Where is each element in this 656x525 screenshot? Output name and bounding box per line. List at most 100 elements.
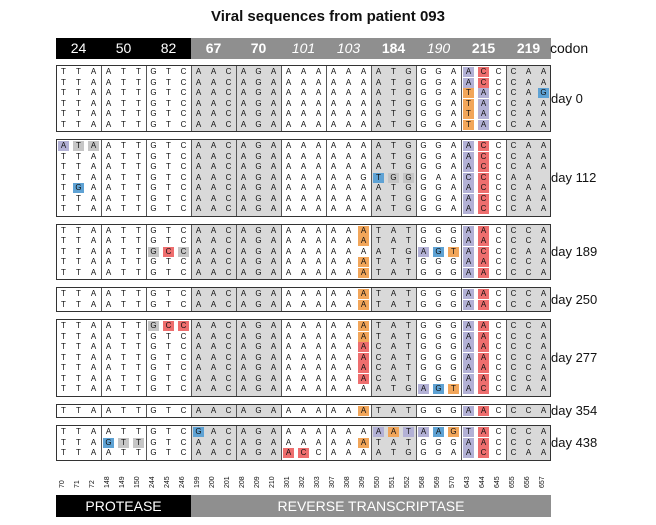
nucleotide-cell: G (405, 77, 412, 87)
position-label: 149 (119, 476, 126, 488)
nucleotide-cell: T (166, 141, 171, 150)
nucleotide-cell: T (121, 67, 126, 76)
nucleotide-cell: A (300, 267, 307, 277)
nucleotide-cell: C (180, 151, 187, 161)
nucleotide-cell: A (525, 172, 532, 182)
nucleotide-cell: A (315, 172, 322, 182)
nucleotide-cell: A (463, 405, 474, 416)
nucleotide-cell: A (540, 267, 547, 277)
nucleotide-cell: T (136, 384, 141, 393)
nucleotide-cell: A (105, 321, 112, 330)
nucleotide-cell: T (121, 77, 126, 87)
nucleotide-cell: T (76, 342, 81, 351)
nucleotide-cell: G (255, 257, 262, 266)
nucleotide-cell: A (360, 448, 367, 457)
nucleotide-cell: A (525, 151, 532, 161)
nucleotide-cell: A (345, 373, 352, 383)
nucleotide-cell: G (405, 88, 412, 97)
nucleotide-cell: A (300, 141, 307, 150)
nucleotide-cell: G (450, 352, 457, 362)
nucleotide-cell: A (105, 162, 112, 171)
nucleotide-cell: T (166, 299, 171, 309)
position-label: 552 (404, 476, 411, 488)
nucleotide-cell: T (373, 172, 384, 183)
nucleotide-cell: C (495, 204, 502, 213)
nucleotide-cell: A (90, 77, 97, 87)
nucleotide-cell: C (225, 88, 232, 97)
nucleotide-cell: G (150, 448, 157, 457)
nucleotide-cell: C (225, 267, 232, 277)
nucleotide-cell: A (525, 183, 532, 192)
nucleotide-cell: A (270, 405, 277, 415)
nucleotide-cell: G (435, 342, 442, 351)
nucleotide-cell: C (375, 342, 382, 351)
nucleotide-cell: A (478, 109, 489, 119)
nucleotide-cell: A (300, 289, 307, 298)
nucleotide-cell: C (478, 448, 489, 458)
nucleotide-cell: T (121, 236, 126, 245)
shaded-codon-column (191, 65, 236, 132)
nucleotide-cell: C (510, 141, 517, 150)
nucleotide-cell: A (390, 236, 397, 245)
nucleotide-cell: A (315, 299, 322, 309)
nucleotide-cell: T (406, 321, 411, 330)
shaded-codon-column (236, 223, 281, 280)
nucleotide-cell: A (195, 67, 202, 76)
nucleotide-cell: G (255, 98, 262, 108)
nucleotide-cell: A (450, 98, 457, 108)
nucleotide-cell: C (163, 321, 174, 331)
nucleotide-cell: A (315, 257, 322, 266)
nucleotide-cell: G (420, 448, 427, 457)
nucleotide-cell: A (105, 193, 112, 203)
nucleotide-cell: C (495, 183, 502, 192)
position-label: 569 (434, 476, 441, 488)
nucleotide-cell: A (315, 88, 322, 97)
nucleotide-cell: C (180, 109, 187, 118)
nucleotide-cell: A (105, 183, 112, 192)
position-label: 655 (509, 476, 516, 488)
nucleotide-cell: A (270, 141, 277, 150)
nucleotide-cell: A (525, 193, 532, 203)
day-label: day 189 (551, 243, 598, 259)
nucleotide-cell: A (300, 352, 307, 362)
nucleotide-cell: A (195, 151, 202, 161)
nucleotide-cell: G (73, 183, 84, 193)
codon-separator (505, 425, 507, 461)
nucleotide-cell: C (495, 225, 502, 235)
nucleotide-cell: C (510, 193, 517, 203)
nucleotide-cell: T (391, 448, 396, 457)
nucleotide-cell: A (463, 204, 474, 214)
nucleotide-cell: A (300, 373, 307, 383)
nucleotide-cell: A (540, 109, 547, 118)
codon-separator (190, 287, 192, 312)
nucleotide-cell: A (210, 141, 217, 150)
nucleotide-cell: C (180, 141, 187, 150)
codon-separator (370, 65, 372, 132)
nucleotide-cell: T (121, 257, 126, 266)
nucleotide-cell: A (300, 299, 307, 309)
nucleotide-cell: T (61, 342, 66, 351)
nucleotide-cell: C (495, 236, 502, 245)
nucleotide-cell: A (285, 363, 292, 372)
codon-separator (100, 403, 102, 418)
nucleotide-cell: G (255, 289, 262, 298)
nucleotide-cell: T (76, 67, 81, 76)
nucleotide-cell: T (136, 427, 141, 436)
nucleotide-cell: G (435, 193, 442, 203)
nucleotide-cell: A (240, 427, 247, 436)
nucleotide-cell: C (225, 225, 232, 235)
nucleotide-cell: A (330, 448, 337, 457)
nucleotide-cell: T (136, 225, 141, 235)
nucleotide-cell: T (76, 77, 81, 87)
nucleotide-cell: A (105, 88, 112, 97)
codon-header-cell: 50 (101, 38, 146, 59)
nucleotide-cell: T (376, 257, 381, 266)
nucleotide-cell: A (375, 77, 382, 87)
nucleotide-cell: A (330, 246, 337, 256)
nucleotide-cell: T (406, 363, 411, 372)
nucleotide-cell: T (136, 183, 141, 192)
nucleotide-cell: C (225, 98, 232, 108)
nucleotide-cell: A (315, 119, 322, 129)
nucleotide-cell: A (90, 267, 97, 277)
nucleotide-cell: A (478, 427, 489, 437)
